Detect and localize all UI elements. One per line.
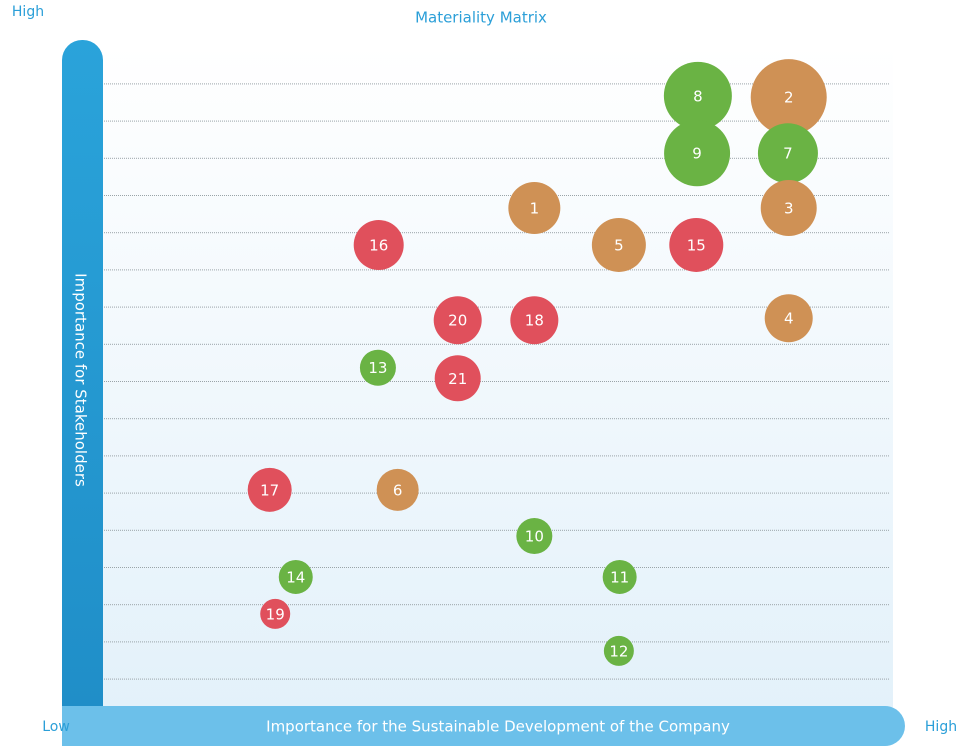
- bubble-label: 8: [693, 87, 703, 105]
- x-tick-label: High: [925, 719, 957, 735]
- bubble: [376, 468, 419, 511]
- bubble-label: 10: [525, 528, 544, 546]
- bubble-label: 19: [266, 605, 285, 623]
- bubbles: 8 2 9 7 3 1 16 5 15 20 18 4 13 21 17 6 10 14 11 19 12: [247, 59, 827, 666]
- bubble-label: 9: [692, 145, 702, 163]
- bubble-label: 15: [687, 236, 706, 254]
- bubble: [764, 294, 813, 343]
- bubble-label: 1: [530, 200, 540, 218]
- bubble: [516, 518, 553, 555]
- bubble: [260, 598, 291, 629]
- bubble: [247, 467, 292, 512]
- bubble: [750, 59, 827, 136]
- bubble: [278, 559, 313, 594]
- x-axis-title: Importance for the Sustainable Developme…: [266, 718, 730, 736]
- bubble: [591, 217, 646, 272]
- bubble: [664, 120, 731, 187]
- grid-pattern: [103, 83, 890, 683]
- bubble: [433, 296, 482, 345]
- bubble: [434, 355, 481, 402]
- x-axis-bar: [62, 706, 905, 746]
- chart-title: Materiality Matrix: [415, 9, 547, 27]
- bubble-label: 17: [260, 481, 279, 499]
- x-tick-label: Low: [42, 719, 70, 735]
- bubble-label: 18: [525, 312, 544, 330]
- bubble: [663, 61, 732, 130]
- bubble: [669, 217, 724, 272]
- bubble: [508, 182, 561, 235]
- bubble-label: 12: [609, 642, 628, 660]
- bubble: [757, 123, 818, 184]
- bubble-label: 14: [286, 568, 305, 586]
- bubble-label: 6: [393, 481, 403, 499]
- bubble: [359, 349, 396, 386]
- y-axis-bar: [62, 40, 103, 746]
- bubble-label: 20: [448, 312, 467, 330]
- bubble: [603, 635, 634, 666]
- bubble-label: 11: [610, 568, 629, 586]
- bubble: [760, 180, 817, 237]
- bubble-label: 13: [368, 359, 387, 377]
- bubble: [510, 296, 559, 345]
- bubble-label: 4: [784, 310, 794, 328]
- y-axis-title: Importance for Stakeholders: [72, 273, 90, 487]
- bubble-label: 5: [614, 236, 624, 254]
- bubble-label: 7: [783, 145, 793, 163]
- bubble: [353, 219, 404, 270]
- bubble: [602, 559, 637, 594]
- bubble-label: 21: [448, 370, 467, 388]
- bubble-label: 16: [369, 236, 388, 254]
- y-tick-label: High: [12, 4, 44, 20]
- bubble-label: 2: [784, 89, 794, 107]
- bubble-label: 3: [784, 200, 794, 218]
